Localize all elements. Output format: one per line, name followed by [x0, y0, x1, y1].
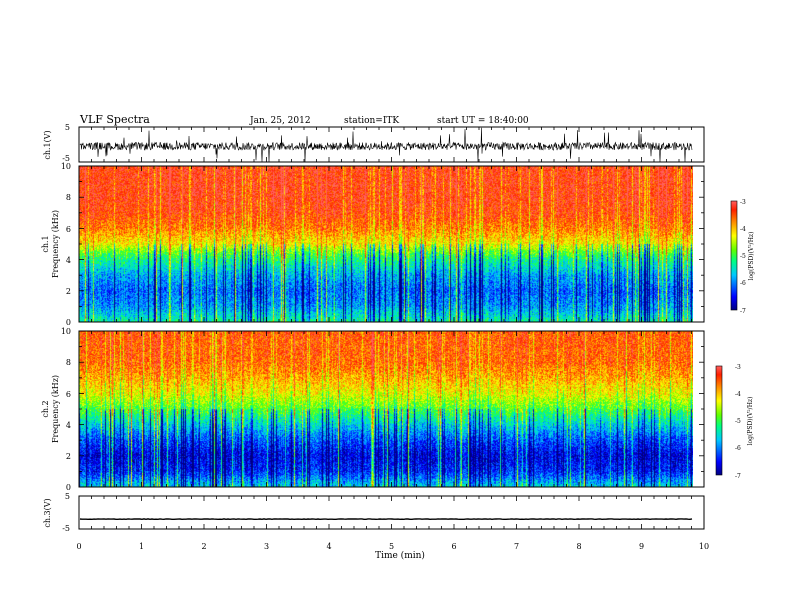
time-tick-0: 0 — [76, 542, 81, 551]
time-tick-1: 1 — [139, 542, 144, 551]
ch2-spectrogram-ylabel-frequency: Frequency (kHz) — [51, 375, 60, 443]
ch1-freq-tick-0: 0 — [66, 318, 71, 327]
ch1-colorbar-tick-m7: -7 — [740, 308, 746, 315]
date-label: Jan. 25, 2012 — [249, 116, 311, 126]
start-time-label: start UT = 18:40:00 — [437, 116, 529, 126]
time-tick-10: 10 — [699, 542, 709, 551]
ch2-colorbar-tick-m6: -6 — [735, 445, 741, 452]
time-tick-7: 7 — [514, 542, 519, 551]
time-tick-4: 4 — [326, 542, 331, 551]
ch2-freq-tick-0: 0 — [66, 483, 71, 492]
ch2-spectrogram-panel: 0 2 4 6 8 10 ch.2 Frequency (kHz) -3 -4 … — [41, 327, 754, 492]
ch2-freq-tick-2: 2 — [66, 452, 71, 461]
ch1-freq-tick-2: 2 — [66, 287, 71, 296]
ch1-freq-tick-6: 6 — [66, 225, 71, 234]
ch3-ytick-bottom: -5 — [62, 524, 70, 533]
panel-tick-marks — [78, 127, 705, 529]
ch1-colorbar-label: log(PSD)(V²/Hz) — [748, 232, 755, 281]
ch2-freq-tick-8: 8 — [66, 358, 71, 367]
ch1-freq-tick-4: 4 — [66, 256, 71, 265]
ch1-freq-tick-8: 8 — [66, 193, 71, 202]
ch1-spectrogram-image — [79, 166, 693, 322]
figure-title: VLF Spectra — [79, 113, 150, 126]
ch1-freq-tick-10: 10 — [61, 162, 71, 171]
time-tick-9: 9 — [639, 542, 644, 551]
ch1-spectrogram-ylabel-channel: ch.1 — [41, 235, 50, 252]
ch1-waveform-trace — [79, 127, 693, 163]
station-label: station=ITK — [344, 116, 399, 126]
time-tick-6: 6 — [451, 542, 456, 551]
ch1-colorbar-tick-m6: -6 — [740, 280, 746, 287]
ch2-freq-tick-4: 4 — [66, 421, 71, 430]
ch1-spectrogram-ylabel-frequency: Frequency (kHz) — [51, 210, 60, 278]
time-axis: 0 1 2 3 4 5 6 7 8 9 10 Time (min) — [76, 542, 709, 561]
ch2-colorbar-label: log(PSD)(V²/Hz) — [747, 397, 754, 446]
ch2-freq-tick-10: 10 — [61, 327, 71, 336]
ch1-waveform-ylabel: ch.1(V) — [43, 130, 52, 159]
ch3-ytick-top: 5 — [65, 492, 70, 501]
time-axis-label: Time (min) — [375, 550, 425, 561]
ch2-spectrogram-ylabel-channel: ch.2 — [41, 400, 50, 417]
time-tick-5: 5 — [389, 542, 394, 551]
ch1-colorbar-tick-m4: -4 — [740, 226, 746, 233]
ch1-ytick-top: 5 — [65, 123, 70, 132]
ch1-spectrogram-panel: 0 2 4 6 8 10 ch.1 Frequency (kHz) -3 -4 … — [41, 162, 755, 327]
ch1-ytick-bottom: -5 — [62, 154, 70, 163]
time-tick-3: 3 — [264, 542, 269, 551]
ch2-spectrogram-image — [79, 331, 693, 487]
ch1-colorbar-tick-m5: -5 — [740, 253, 746, 260]
ch2-colorbar-tick-m5: -5 — [735, 418, 741, 425]
ch2-colorbar — [715, 365, 723, 476]
ch2-colorbar-tick-m3: -3 — [735, 364, 741, 371]
ch3-waveform-ylabel: ch.3(V) — [43, 498, 52, 527]
ch2-colorbar-tick-m4: -4 — [735, 391, 741, 398]
time-tick-2: 2 — [201, 542, 206, 551]
ch1-waveform-panel: 5 -5 ch.1(V) — [43, 123, 705, 163]
ch1-colorbar-tick-m3: -3 — [740, 199, 746, 206]
time-tick-8: 8 — [576, 542, 581, 551]
ch2-freq-tick-6: 6 — [66, 390, 71, 399]
ch1-colorbar — [730, 200, 738, 311]
ch3-waveform-panel: 5 -5 ch.3(V) — [43, 492, 705, 533]
ch2-colorbar-tick-m7: -7 — [735, 473, 741, 480]
